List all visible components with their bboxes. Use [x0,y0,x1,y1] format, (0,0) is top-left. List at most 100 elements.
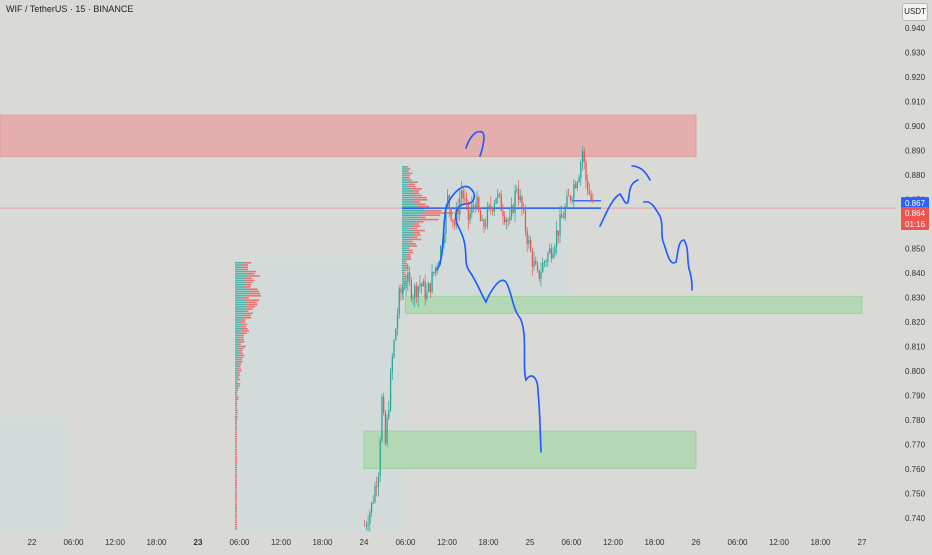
volume-bar-up [235,306,248,308]
candle-body [395,329,397,341]
candle-body [436,266,438,268]
volume-bar-down [408,172,413,175]
crosshair-price-tag: 0.867 [905,199,926,208]
y-tick-label: 0.840 [905,269,926,278]
volume-bar-up [402,282,405,285]
volume-bar-down [409,251,414,254]
profile-range-box [0,418,68,532]
volume-bar-down [236,431,237,433]
volume-bar-up [402,245,412,247]
volume-bar-up [235,385,239,387]
volume-bar-down [242,297,249,299]
volume-bar-up [402,273,405,276]
volume-bar-up [235,350,239,352]
candle-body [562,217,565,219]
volume-bar-down [235,438,237,440]
x-tick-label: 12:00 [603,538,624,547]
volume-bar-down [417,205,430,208]
volume-bar-up [235,376,238,378]
candle-body [426,291,428,299]
volume-bar-up [235,457,236,460]
volume-bar-up [235,341,239,343]
volume-bar-up [235,284,246,286]
volume-bar-up [402,227,409,230]
volume-bar-down [245,299,260,301]
candle-body [578,177,580,182]
candle-body [559,214,561,236]
volume-bar-down [236,493,237,495]
candle-body [405,282,407,288]
volume-bar-up [235,468,237,471]
currency-button[interactable]: USDT [902,3,928,21]
projection-stroke [436,185,542,453]
candle-body [396,314,399,330]
volume-bar-up [235,396,238,398]
volume-bar-up [235,398,237,400]
volume-bar-down [412,196,427,199]
candle-body [583,151,585,162]
volume-bar-down [236,413,238,416]
volume-bar-down [236,482,237,484]
volume-bar-down [245,262,252,264]
volume-bar-up [235,380,237,383]
volume-bar-down [236,402,238,405]
x-tick-label: 22 [28,538,37,547]
volume-bar-down [407,183,415,186]
candle-body [502,211,504,217]
volume-bar-down [236,416,238,418]
candle-body [372,501,374,503]
zone-supply [0,114,697,158]
volume-bar-down [240,332,247,334]
volume-bar-up [235,462,236,464]
candle-body [467,202,470,221]
candle-body [393,340,395,357]
candle-body [498,193,501,195]
candle-body [592,200,594,202]
volume-bar-down [247,288,258,290]
volume-bar-down [406,247,410,249]
volume-bar-up [235,268,242,271]
volume-bar-up [402,185,409,188]
price-axis: 0.9400.9300.9200.9100.9000.8900.8800.870… [896,0,932,550]
candle-body [443,233,445,244]
candle-body [517,189,520,201]
volume-bar-down [406,166,409,168]
volume-bar-down [236,510,237,513]
volume-bar-up [235,383,239,385]
volume-bar-up [235,402,237,405]
y-tick-label: 0.740 [905,514,926,523]
candle-body [410,280,412,299]
volume-bar-down [240,319,246,321]
candle-body [386,417,388,444]
volume-bar-up [402,295,404,298]
volume-bar-down [237,389,239,392]
volume-bar-up [402,203,418,205]
x-tick-label: 18:00 [478,538,499,547]
volume-bar-down [410,188,422,190]
zone-demand-upper [405,295,863,314]
volume-bar-up [235,519,236,521]
volume-bar-up [235,299,246,301]
volume-bar-down [235,440,237,442]
volume-bar-down [404,278,407,280]
volume-bar-up [402,234,415,236]
volume-bar-up [235,367,239,370]
volume-bar-up [402,269,406,271]
volume-bar-up [235,422,236,425]
candle-body [447,195,449,208]
volume-bar-up [235,394,237,396]
volume-bar-up [235,297,243,299]
volume-bar-up [235,363,239,365]
x-tick-label: 12:00 [769,538,790,547]
volume-bar-down [235,449,237,451]
volume-bar-down [402,293,404,296]
candle-body [523,208,525,211]
volume-bar-down [235,407,237,409]
candle-body [543,261,546,263]
volume-bar-up [402,280,405,282]
volume-bar-down [238,363,242,365]
x-tick-label: 06:00 [229,538,250,547]
volume-bar-up [235,301,249,304]
